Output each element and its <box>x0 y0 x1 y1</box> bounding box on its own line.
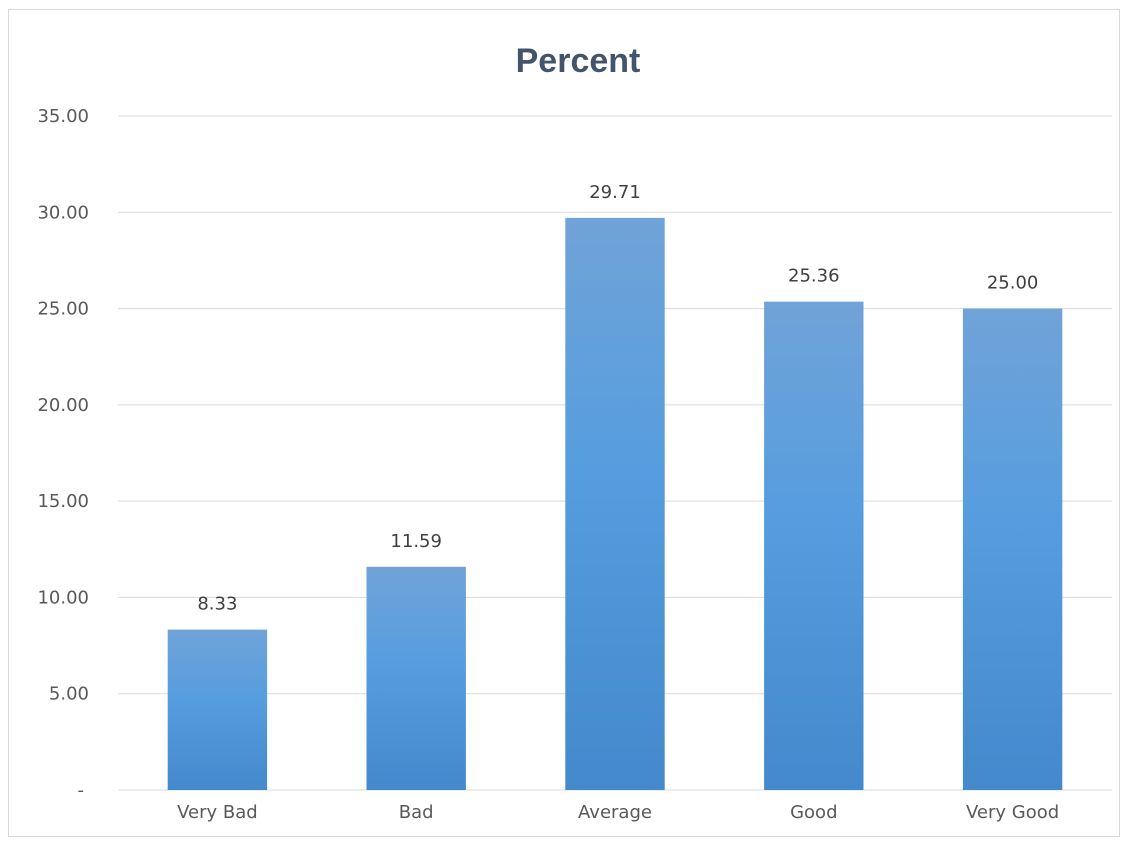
x-category-label: Bad <box>399 802 434 823</box>
bar <box>764 302 863 790</box>
y-tick-label: 15.00 <box>37 491 89 512</box>
y-tick-label: - <box>78 780 85 801</box>
y-tick-label: 30.00 <box>37 202 89 223</box>
x-category-label: Average <box>578 802 652 823</box>
y-tick-label: 20.00 <box>37 395 89 416</box>
bar <box>367 567 466 790</box>
bar <box>168 630 267 790</box>
data-label: 11.59 <box>390 531 442 552</box>
bars <box>168 218 1063 790</box>
x-axis-categories: Very Bad Bad Average Good Very Good <box>177 802 1059 823</box>
y-tick-label: 25.00 <box>37 299 89 320</box>
bar <box>565 218 664 790</box>
y-tick-label: 35.00 <box>37 106 89 127</box>
x-category-label: Good <box>790 802 837 823</box>
data-label: 8.33 <box>197 594 237 615</box>
bar <box>963 309 1062 790</box>
data-label: 25.00 <box>987 273 1039 294</box>
data-label: 29.71 <box>589 182 641 203</box>
y-tick-label: 10.00 <box>37 587 89 608</box>
data-label: 25.36 <box>788 266 840 287</box>
x-category-label: Very Good <box>966 802 1059 823</box>
chart-title: Percent <box>516 42 641 80</box>
y-tick-label: 5.00 <box>49 684 89 705</box>
y-axis-ticks: - 5.00 10.00 15.00 20.00 25.00 30.00 35.00 <box>37 106 89 801</box>
x-category-label: Very Bad <box>177 802 258 823</box>
